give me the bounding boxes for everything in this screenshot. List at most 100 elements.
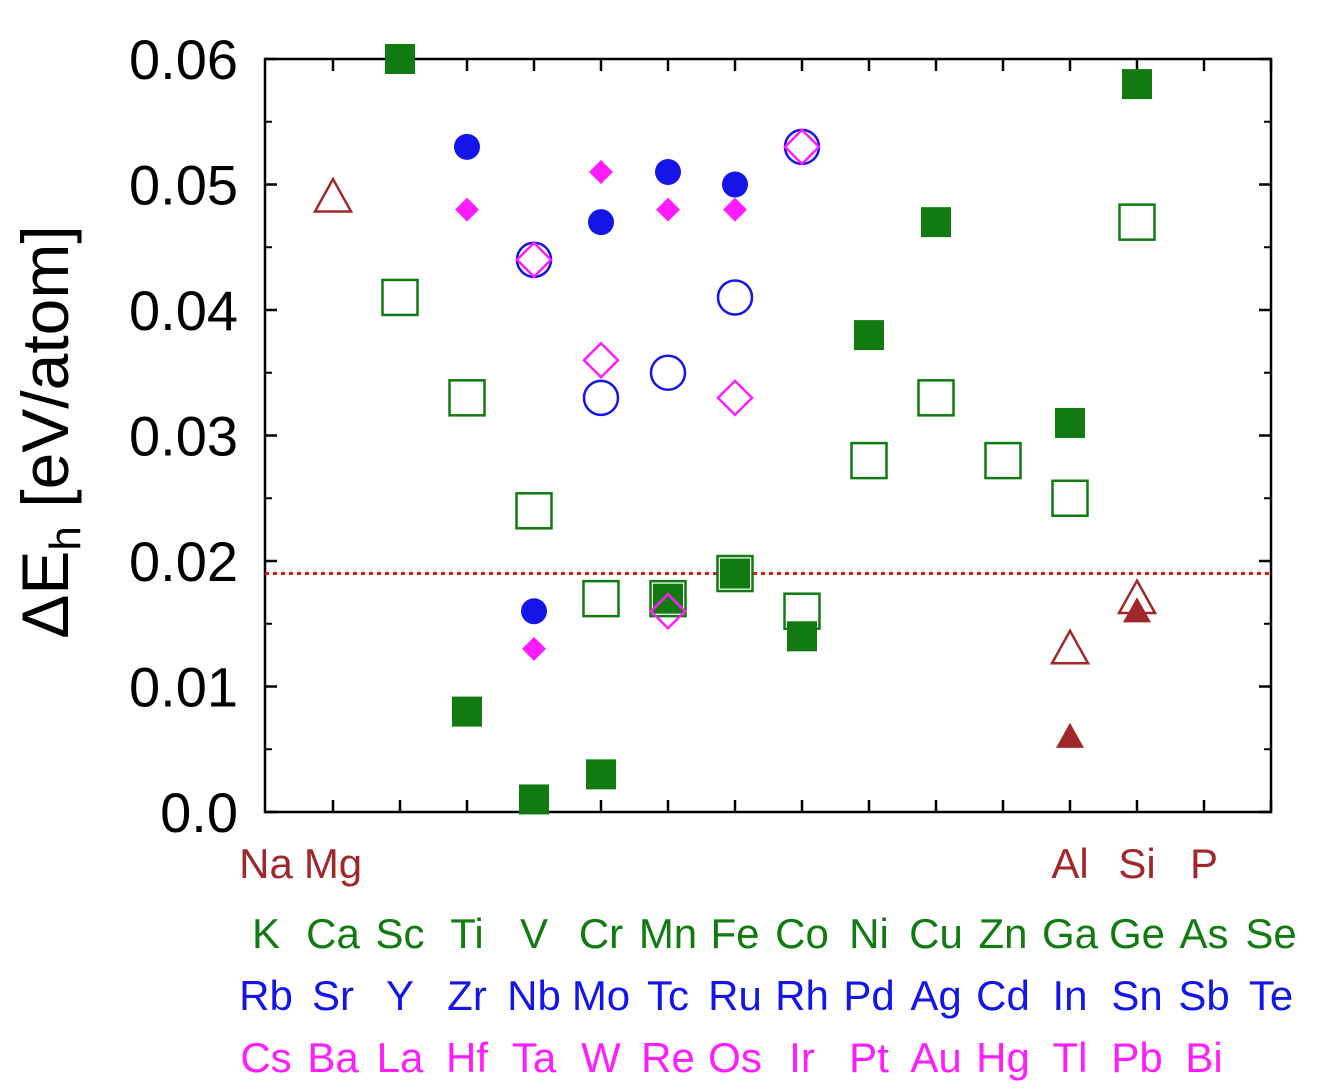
axes: [263, 57, 1273, 814]
element-label-sb: Sb: [1178, 972, 1229, 1019]
element-label-pb: Pb: [1111, 1034, 1162, 1081]
element-label-pd: Pd: [843, 972, 894, 1019]
open-diamond-marker: [783, 128, 821, 166]
element-label-rh: Rh: [775, 972, 829, 1019]
filled-square-marker: [653, 583, 683, 614]
element-label-sc: Sc: [375, 910, 424, 957]
element-label-nb: Nb: [507, 972, 561, 1019]
element-label-fe: Fe: [710, 910, 759, 957]
element-label-rb: Rb: [239, 972, 293, 1019]
filled-diamond-marker: [656, 197, 680, 222]
open-square-marker: [515, 492, 553, 530]
filled-diamond-marker: [455, 197, 479, 222]
element-label-re: Re: [641, 1034, 695, 1081]
filled-square-marker: [1122, 69, 1152, 100]
element-label-tc: Tc: [647, 972, 689, 1019]
element-label-k: K: [252, 910, 280, 957]
y-tick-label: 0.06: [129, 28, 238, 91]
element-label-zr: Zr: [447, 972, 487, 1019]
element-label-cu: Cu: [909, 910, 963, 957]
open-square-marker: [381, 278, 419, 317]
open-square-marker: [783, 592, 821, 630]
element-label-mo: Mo: [572, 972, 630, 1019]
element-label-si: Si: [1118, 840, 1155, 887]
filled-square-marker: [921, 207, 951, 238]
open-square-marker: [850, 441, 888, 480]
filled-diamond-marker: [522, 636, 546, 661]
open-diamond-marker: [716, 379, 754, 417]
element-label-mn: Mn: [639, 910, 697, 957]
element-label-ir: Ir: [789, 1034, 815, 1081]
element-label-cs: Cs: [240, 1034, 291, 1081]
open-square-marker: [448, 379, 486, 417]
element-label-bi: Bi: [1185, 1034, 1222, 1081]
filled-triangle-marker: [1056, 722, 1084, 748]
open-circle-marker: [783, 128, 821, 166]
open-triangle-marker: [312, 176, 354, 213]
filled-square-marker: [1055, 407, 1085, 438]
element-label-ga: Ga: [1042, 910, 1099, 957]
element-label-tl: Tl: [1053, 1034, 1088, 1081]
element-label-ti: Ti: [450, 910, 483, 957]
element-label-p: P: [1190, 840, 1218, 887]
data-markers: [312, 44, 1158, 815]
filled-square-marker: [720, 558, 750, 589]
element-label-pt: Pt: [849, 1034, 889, 1081]
filled-triangle-marker: [1123, 597, 1151, 623]
element-label-sn: Sn: [1111, 972, 1162, 1019]
filled-square-marker: [452, 696, 482, 727]
element-label-ag: Ag: [910, 972, 961, 1019]
y-axis-label-subscript: h: [41, 526, 90, 550]
open-diamond-marker: [649, 592, 687, 630]
open-diamond-marker: [515, 241, 553, 279]
y-tick-labels: 0.0 0.01 0.02 0.03 0.04 0.05 0.06: [129, 28, 238, 844]
open-square-marker: [984, 441, 1022, 480]
element-label-hg: Hg: [976, 1034, 1030, 1081]
y-tick-label: 0.04: [129, 279, 238, 342]
filled-circle-marker: [454, 133, 480, 160]
element-label-cd: Cd: [976, 972, 1030, 1019]
y-tick-label: 0.01: [129, 656, 238, 719]
open-square-marker: [716, 554, 754, 593]
y-tick-label: 0.03: [129, 405, 238, 468]
element-label-in: In: [1052, 972, 1087, 1019]
element-label-ru: Ru: [708, 972, 762, 1019]
open-square-marker: [917, 379, 955, 417]
open-square-marker: [1051, 479, 1089, 517]
y-axis-label-main: ΔE: [8, 551, 82, 639]
element-label-se: Se: [1245, 910, 1296, 957]
y-tick-label: 0.0: [160, 781, 238, 844]
filled-diamond-marker: [723, 197, 747, 222]
y-axis-label: ΔEh [eV/atom]: [8, 225, 90, 638]
filled-square-marker: [586, 759, 616, 790]
element-label-au: Au: [910, 1034, 961, 1081]
open-circle-marker: [582, 379, 620, 417]
open-square-marker: [1118, 203, 1156, 241]
element-label-zn: Zn: [978, 910, 1027, 957]
y-tick-label: 0.02: [129, 530, 238, 593]
element-label-la: La: [377, 1034, 424, 1081]
element-label-na: Na: [239, 840, 293, 887]
element-label-sr: Sr: [312, 972, 354, 1019]
filled-square-marker: [787, 621, 817, 652]
element-label-w: W: [581, 1034, 621, 1081]
open-circle-marker: [515, 241, 553, 279]
open-diamond-marker: [582, 341, 620, 379]
open-square-marker: [649, 579, 687, 618]
element-label-al: Al: [1051, 840, 1088, 887]
open-triangle-marker: [1049, 628, 1091, 665]
svg-text:ΔEh [eV/atom]: ΔEh [eV/atom]: [8, 225, 90, 638]
plot-frame: [263, 57, 1273, 814]
y-tick-label: 0.05: [129, 154, 238, 217]
element-label-v: V: [520, 910, 548, 957]
element-label-mg: Mg: [304, 840, 362, 887]
filled-circle-marker: [521, 598, 547, 625]
element-label-ca: Ca: [306, 910, 360, 957]
filled-square-marker: [519, 784, 549, 815]
filled-square-marker: [854, 320, 884, 351]
element-labels: Na Mg Al Si P K Ca Sc Ti V Cr Mn Fe Co Ni Cu Zn Ga Ge As Se R…: [239, 840, 1297, 1081]
open-circle-marker: [649, 354, 687, 391]
filled-circle-marker: [722, 171, 748, 198]
open-circle-marker: [716, 279, 754, 316]
